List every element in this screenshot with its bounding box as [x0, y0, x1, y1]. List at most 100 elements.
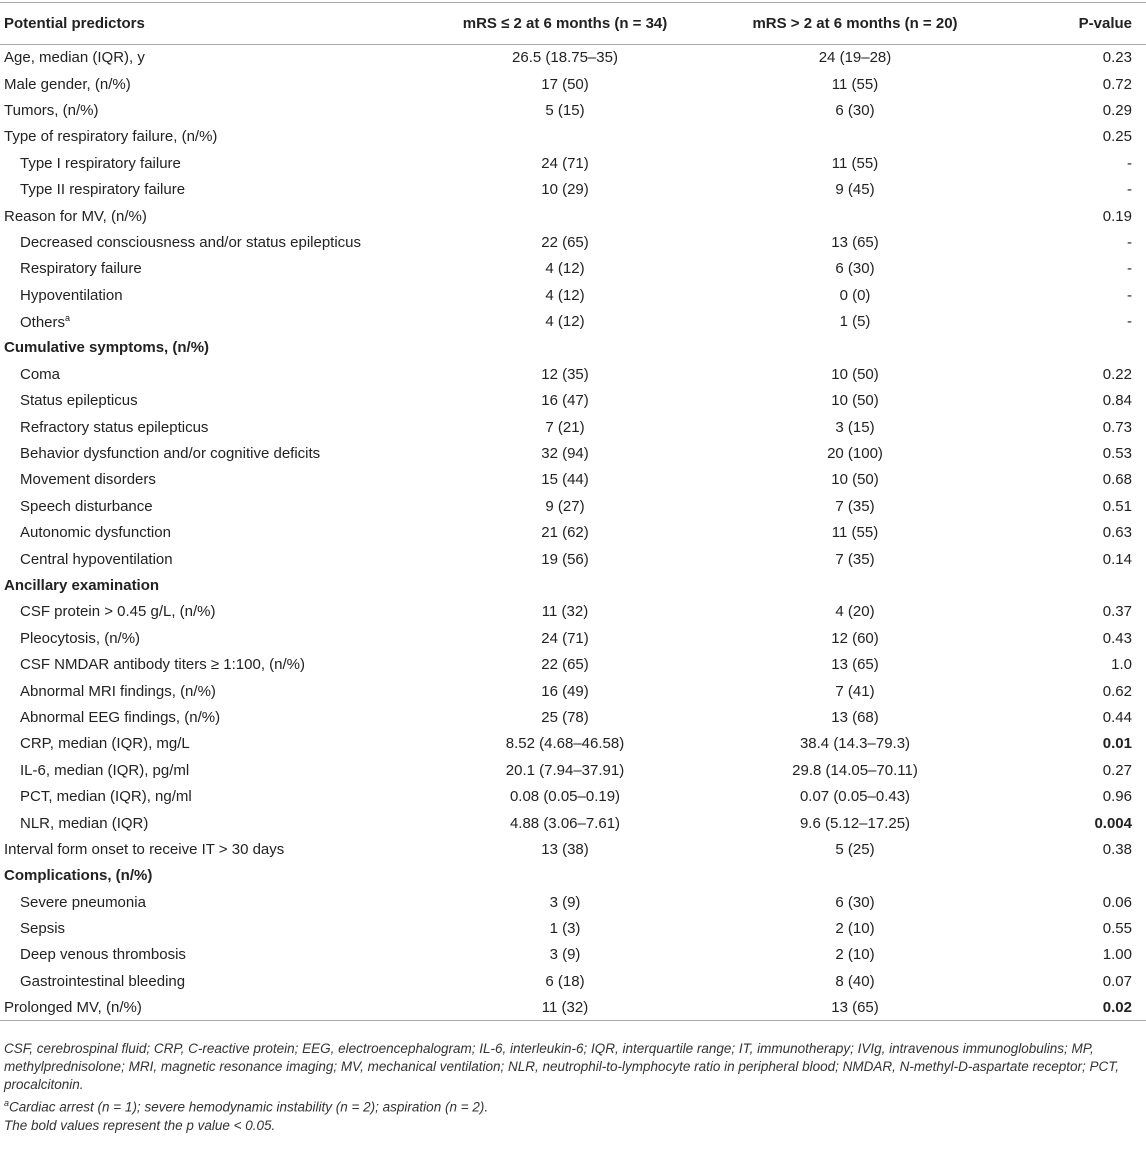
group-value: 0.08 (0.05–0.19)	[509, 788, 621, 806]
label-text: Cumulative symptoms, (n/%)	[4, 339, 210, 357]
label-text: Age, median (IQR), y	[4, 49, 145, 67]
label-text: Abnormal EEG findings, (n/%)	[20, 708, 221, 726]
group-value: 21 (62)	[541, 524, 589, 542]
label-text: Coma	[20, 365, 61, 383]
group-value: 24 (71)	[541, 154, 589, 172]
cell: 6 (18)	[430, 968, 700, 994]
table-row: Deep venous thrombosis 3 (9) 2 (10) 1.00	[0, 942, 1146, 968]
row-label: Severe pneumonia	[0, 889, 430, 915]
row-label: Status epilepticus	[0, 388, 430, 414]
cell: 22 (65)	[430, 229, 700, 255]
group-value: 9 (45)	[835, 181, 875, 199]
cell: 0.73	[1010, 414, 1146, 440]
row-label: Autonomic dysfunction	[0, 520, 430, 546]
p-value: 0.84	[1102, 392, 1132, 410]
p-value: 0.07	[1102, 972, 1132, 990]
table-row: Status epilepticus 16 (47) 10 (50) 0.84	[0, 388, 1146, 414]
group-value: 24 (71)	[541, 629, 589, 647]
cell: 0.14	[1010, 546, 1146, 572]
row-label: Interval form onset to receive IT > 30 d…	[0, 836, 430, 862]
cell: 0.19	[1010, 203, 1146, 229]
row-label: Complications, (n/%)	[0, 863, 430, 889]
label-text: Male gender, (n/%)	[4, 75, 131, 93]
row-label: Male gender, (n/%)	[0, 71, 430, 97]
group-value: 38.4 (14.3–79.3)	[799, 735, 911, 753]
p-value: 0.53	[1102, 445, 1132, 463]
group-value: 2 (10)	[835, 946, 875, 964]
row-label: Behavior dysfunction and/or cognitive de…	[0, 440, 430, 466]
cell: 7 (35)	[700, 493, 1010, 519]
label-text: Severe pneumonia	[20, 893, 146, 911]
cell: 11 (32)	[430, 995, 700, 1021]
cell: 11 (55)	[700, 150, 1010, 176]
row-label: Reason for MV, (n/%)	[0, 203, 430, 229]
label-text: Complications, (n/%)	[4, 867, 153, 885]
cell: 0.07	[1010, 968, 1146, 994]
p-value: 0.72	[1102, 75, 1132, 93]
p-value: -	[1127, 260, 1132, 278]
cell: -	[1010, 229, 1146, 255]
cell: 26.5 (18.75–35)	[430, 45, 700, 71]
cell: 0.01	[1010, 731, 1146, 757]
table-row: Central hypoventilation 19 (56) 7 (35) 0.14	[0, 546, 1146, 572]
label-text: Respiratory failure	[20, 260, 142, 278]
group-value: 11 (55)	[831, 524, 879, 542]
table-row: Cumulative symptoms, (n/%)	[0, 335, 1146, 361]
group-value: 11 (32)	[541, 603, 589, 621]
row-label: Refractory status epilepticus	[0, 414, 430, 440]
group-value: 16 (47)	[541, 392, 589, 410]
label-text: NLR, median (IQR)	[20, 814, 149, 832]
group-value: 11 (55)	[831, 75, 879, 93]
group-value: 7 (35)	[835, 497, 875, 515]
cell: 0.84	[1010, 388, 1146, 414]
label-text: Interval form onset to receive IT > 30 d…	[4, 840, 285, 858]
cell: 7 (21)	[430, 414, 700, 440]
cell: 8.52 (4.68–46.58)	[430, 731, 700, 757]
label-text: Decreased consciousness and/or status ep…	[20, 233, 362, 251]
cell: 10 (50)	[700, 361, 1010, 387]
cell: 7 (41)	[700, 678, 1010, 704]
group-value: 6 (30)	[835, 260, 875, 278]
cell: 5 (15)	[430, 97, 700, 123]
row-label: Ancillary examination	[0, 572, 430, 598]
group-value: 4 (12)	[545, 260, 585, 278]
cell: 20 (100)	[700, 440, 1010, 466]
cell: 13 (65)	[700, 229, 1010, 255]
p-value: 0.02	[1102, 999, 1132, 1016]
row-label: Pleocytosis, (n/%)	[0, 625, 430, 651]
cell: 6 (30)	[700, 97, 1010, 123]
cell: 0.07 (0.05–0.43)	[700, 783, 1010, 809]
cell: 0.72	[1010, 71, 1146, 97]
cell: 4 (20)	[700, 599, 1010, 625]
cell	[1010, 572, 1146, 598]
group-value: 11 (32)	[541, 999, 589, 1016]
group-value: 17 (50)	[541, 75, 589, 93]
footnote: CSF, cerebrospinal fluid; CRP, C-reactiv…	[4, 1040, 1140, 1094]
cell: 0.27	[1010, 757, 1146, 783]
cell: 12 (60)	[700, 625, 1010, 651]
cell: 25 (78)	[430, 704, 700, 730]
cell: 0.38	[1010, 836, 1146, 862]
cell: 13 (65)	[700, 995, 1010, 1021]
group-value: 13 (65)	[831, 233, 879, 251]
row-label: Prolonged MV, (n/%)	[0, 995, 430, 1021]
row-label: NLR, median (IQR)	[0, 810, 430, 836]
label-text: Abnormal MRI findings, (n/%)	[20, 682, 216, 700]
label-text: Ancillary examination	[4, 577, 160, 594]
p-value: 0.23	[1102, 49, 1132, 67]
label-text: Type of respiratory failure, (n/%)	[4, 128, 218, 146]
cell: 10 (29)	[430, 176, 700, 202]
cell	[430, 335, 700, 361]
p-value: 0.62	[1102, 682, 1132, 700]
cell: 0.22	[1010, 361, 1146, 387]
cell: 17 (50)	[430, 71, 700, 97]
cell: 19 (56)	[430, 546, 700, 572]
row-label: Movement disorders	[0, 467, 430, 493]
cell	[430, 124, 700, 150]
row-label: Age, median (IQR), y	[0, 45, 430, 71]
label-text: IL-6, median (IQR), pg/ml	[20, 761, 190, 779]
cell: 24 (71)	[430, 150, 700, 176]
label-text: CRP, median (IQR), mg/L	[20, 735, 190, 753]
table-row: CSF NMDAR antibody titers ≥ 1:100, (n/%)…	[0, 651, 1146, 677]
